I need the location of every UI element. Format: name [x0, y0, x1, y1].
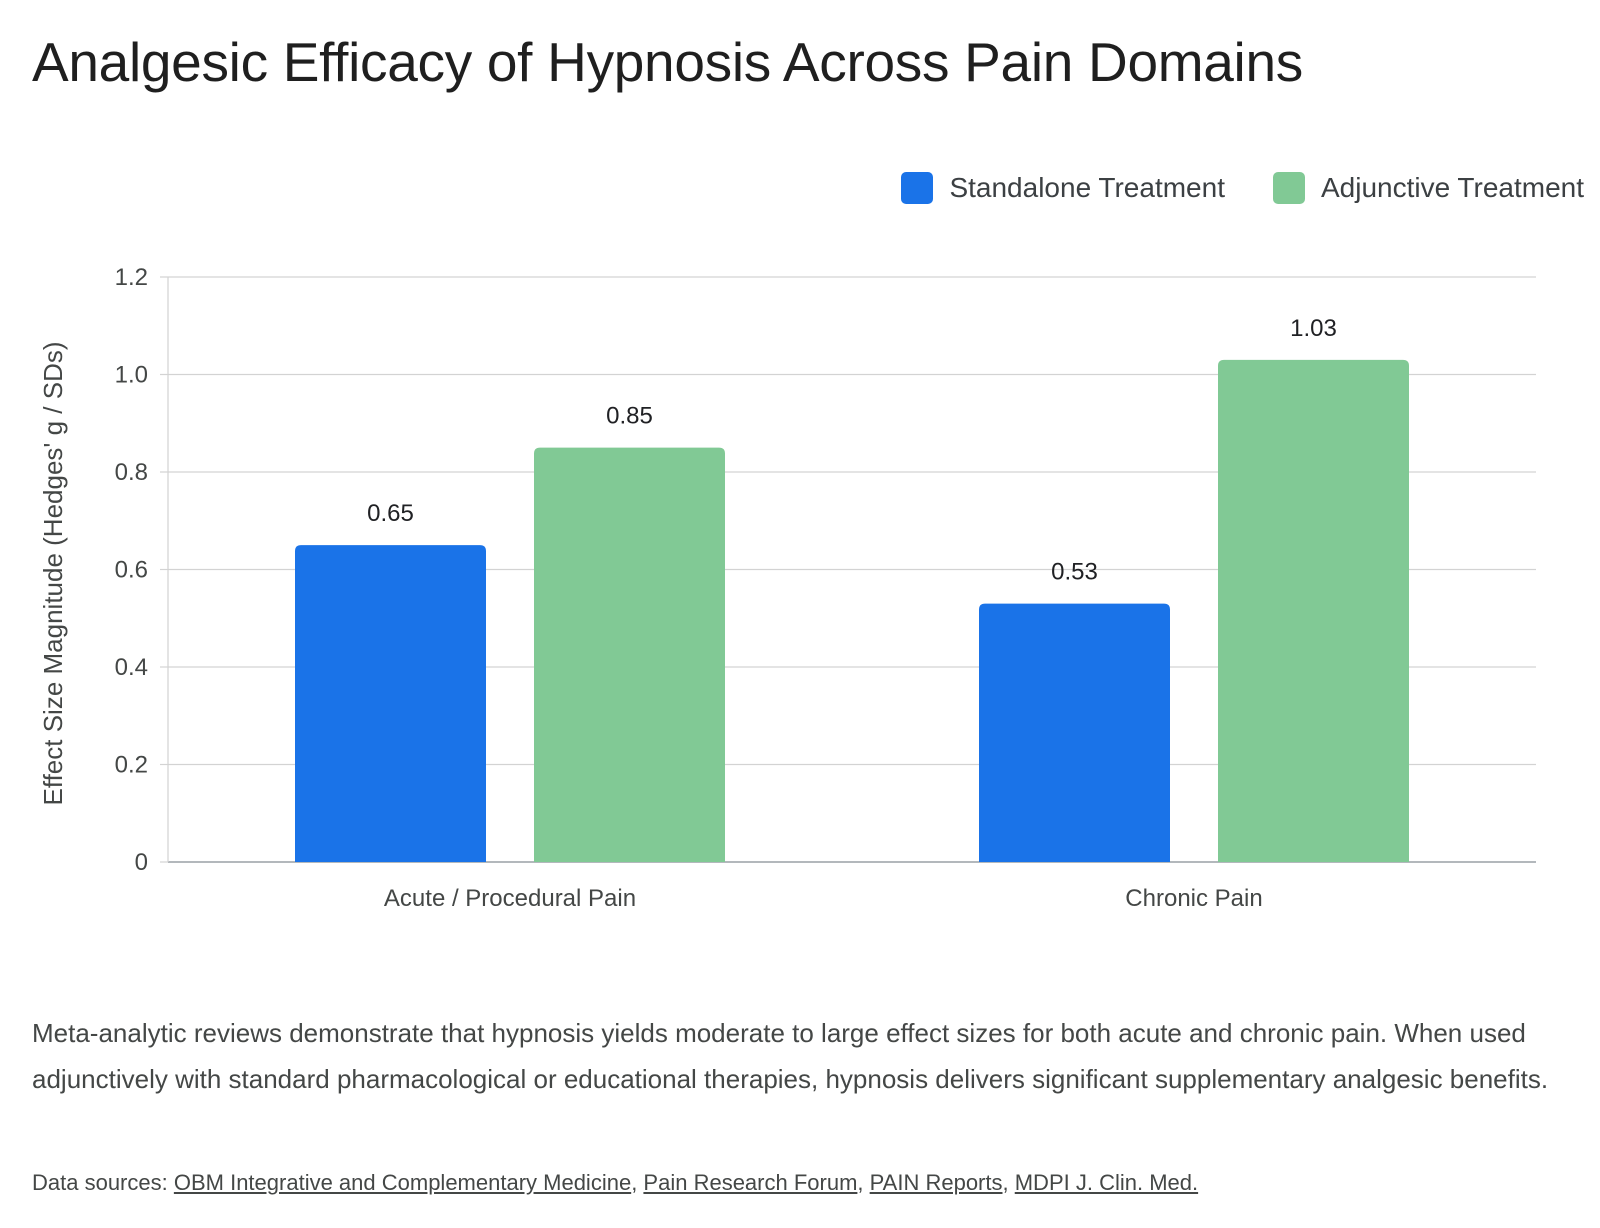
y-tick-label: 1.2	[115, 264, 148, 291]
legend: Standalone Treatment Adjunctive Treatmen…	[853, 172, 1584, 204]
legend-swatch-adjunctive	[1272, 172, 1305, 204]
data-label: 0.85	[606, 403, 653, 430]
data-sources: Data sources: OBM Integrative and Comple…	[32, 1170, 1199, 1195]
y-tick-label: 0	[135, 849, 148, 876]
data-label: 0.65	[367, 500, 414, 527]
source-link-obm[interactable]: OBM Integrative and Complementary Medici…	[173, 1170, 632, 1195]
legend-item-adjunctive[interactable]: Adjunctive Treatment	[1272, 172, 1584, 204]
y-tick-label: 0.8	[115, 459, 148, 486]
bar-chart: 0 0.2 0.4 0.6 0.8 1.0 1.2 Effect Size Magnitude…	[38, 264, 1536, 912]
y-tick-label: 0.2	[115, 752, 148, 779]
sources-label: Data sources:	[32, 1170, 168, 1195]
x-tick-label: Acute / Procedural Pain	[384, 885, 636, 912]
x-tick-label: Chronic Pain	[1125, 885, 1262, 912]
bar-adjunctive-1	[1218, 359, 1409, 862]
source-link-mdpi[interactable]: MDPI J. Clin. Med.	[1014, 1170, 1199, 1195]
source-link-pain-research-forum[interactable]: Pain Research Forum	[643, 1170, 858, 1195]
legend-label-standalone: Standalone Treatment	[949, 172, 1225, 203]
y-axis-title: Effect Size Magnitude (Hedges' g / SDs)	[38, 341, 68, 805]
legend-item-standalone[interactable]: Standalone Treatment	[901, 172, 1225, 204]
legend-swatch-standalone	[901, 172, 934, 204]
legend-label-adjunctive: Adjunctive Treatment	[1320, 172, 1584, 203]
y-tick-label: 1.0	[115, 362, 148, 389]
source-link-pain-reports[interactable]: PAIN Reports	[869, 1170, 1003, 1195]
data-label: 0.53	[1051, 559, 1098, 586]
chart-description: Meta-analytic reviews demonstrate that h…	[32, 1018, 1549, 1094]
bar-standalone-1	[979, 603, 1170, 862]
bar-adjunctive-0	[534, 447, 725, 862]
data-label: 1.03	[1290, 315, 1337, 342]
chart-title: Analgesic Efficacy of Hypnosis Across Pa…	[32, 31, 1303, 93]
y-tick-label: 0.6	[115, 557, 148, 584]
bar-standalone-0	[295, 545, 486, 862]
y-tick-label: 0.4	[115, 654, 148, 681]
